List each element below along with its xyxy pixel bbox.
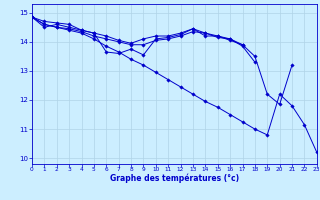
X-axis label: Graphe des températures (°c): Graphe des températures (°c) [110,174,239,183]
